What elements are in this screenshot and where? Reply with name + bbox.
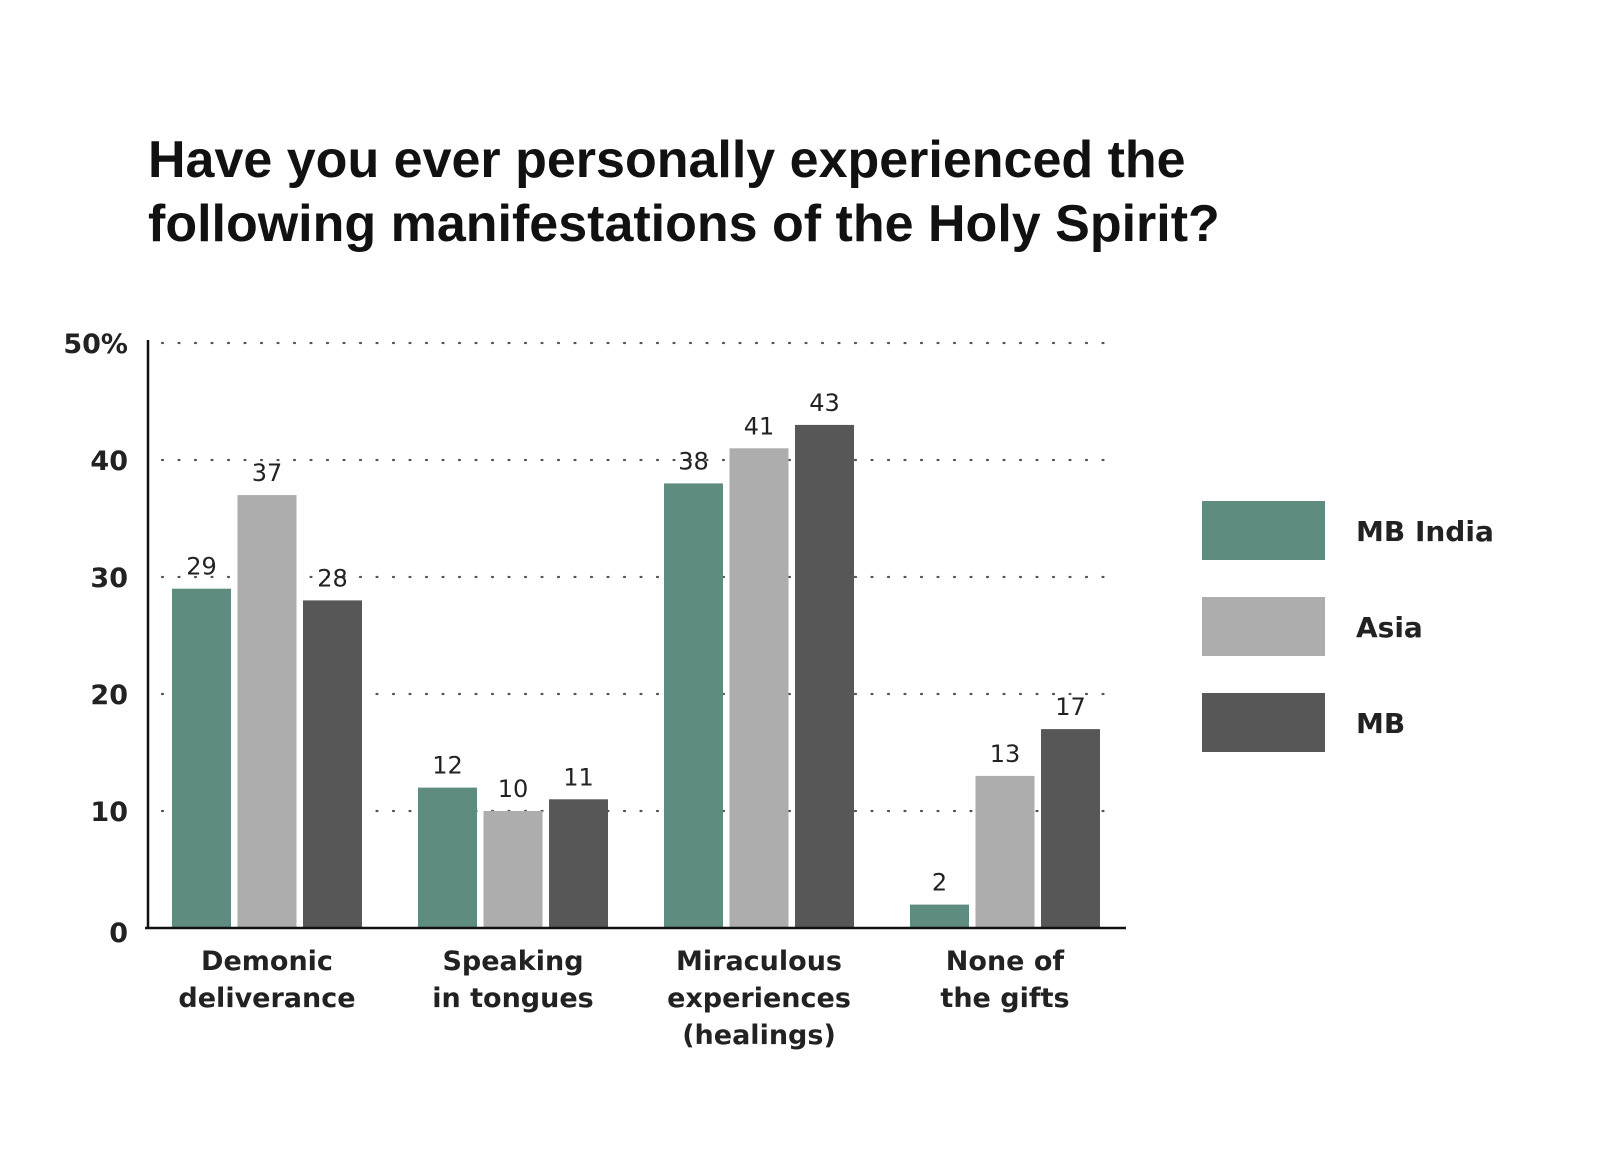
legend-swatch: [1202, 693, 1325, 752]
data-label: 43: [809, 389, 840, 417]
bar: [664, 483, 723, 928]
data-label: 12: [432, 752, 463, 780]
legend-label: MB India: [1356, 515, 1494, 548]
data-label: 13: [990, 740, 1021, 768]
legend-label: MB: [1356, 707, 1405, 740]
category-label: None of the gifts: [940, 946, 1069, 1014]
bars: [172, 424, 1100, 928]
data-label: 29: [186, 553, 217, 581]
bar: [729, 448, 789, 928]
bar: [418, 787, 477, 928]
category-label: Speaking in tongues: [432, 946, 594, 1014]
legend-swatch: [1202, 597, 1325, 656]
chart-title-line-2: following manifestations of the Holy Spi…: [148, 195, 1220, 253]
bar: [237, 495, 297, 928]
data-label: 17: [1055, 693, 1086, 721]
data-label: 2: [932, 869, 947, 897]
data-label: 11: [563, 763, 594, 791]
axes: [145, 340, 1126, 930]
bar: [975, 775, 1035, 928]
bar: [483, 811, 543, 928]
y-tick-label: 10: [90, 797, 128, 828]
y-tick-label: 30: [90, 563, 128, 594]
y-tick-label: 40: [90, 446, 128, 477]
y-tick-label: 20: [90, 680, 128, 711]
bar: [549, 799, 608, 928]
bar: [1041, 729, 1100, 928]
y-tick-label: 0: [109, 918, 128, 949]
data-label: 37: [252, 459, 283, 487]
category-label: Demonic deliverance: [178, 946, 355, 1014]
gridlines: [160, 341, 1114, 813]
data-label: 41: [744, 412, 775, 440]
bar: [795, 424, 854, 928]
bar: [172, 588, 231, 928]
data-label: 10: [498, 775, 529, 803]
legend-swatch: [1202, 501, 1325, 560]
y-tick-label: 50%: [63, 329, 128, 360]
bar: [910, 904, 969, 928]
chart-title-line-1: Have you ever personally experienced the: [148, 131, 1186, 189]
chart-title: Have you ever personally experienced the…: [148, 128, 1448, 256]
category-label: Miraculous experiences (healings): [667, 946, 851, 1051]
data-label: 28: [317, 564, 348, 592]
legend: MB India Asia MB: [1202, 501, 1494, 752]
legend-label: Asia: [1356, 611, 1423, 644]
labels: 0 10 20 30 40 50% 29 12 38 2 37 10 41 13 28 11 43 17 Demon…: [63, 329, 1085, 1051]
bar: [303, 600, 362, 928]
data-label: 38: [678, 447, 709, 475]
